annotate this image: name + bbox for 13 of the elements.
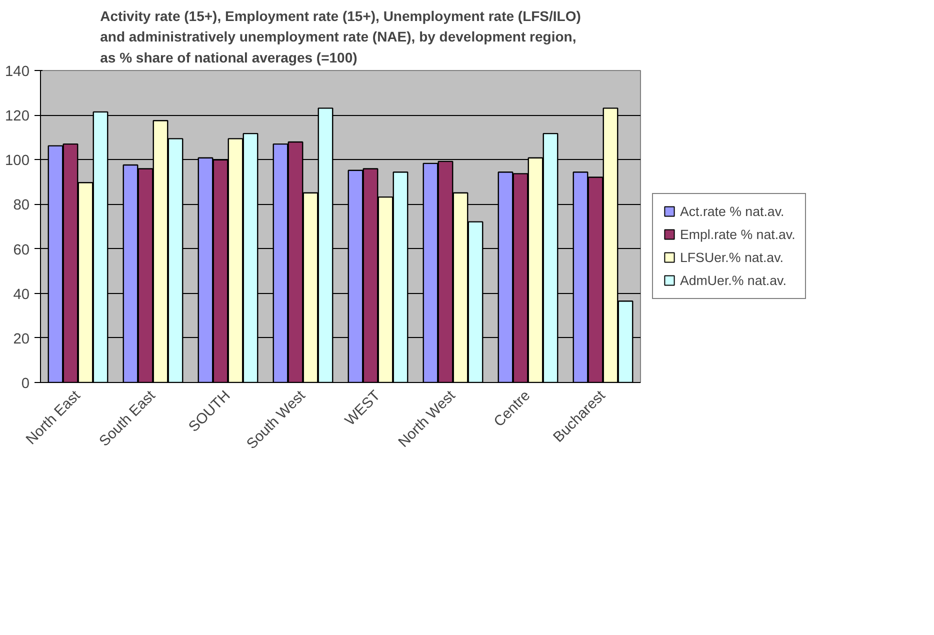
y-tick-label: 60 — [13, 242, 30, 258]
legend-label: LFSUer.% nat.av. — [680, 250, 784, 264]
y-tick-label: 20 — [13, 331, 30, 348]
y-tick-label: 140 — [5, 64, 30, 80]
chart-title: Activity rate (15+), Employment rate (15+), Unemployment rate (LFS/ILO) and administratively unemployment rate (NAE), by development region, as % share of national averages (=100) — [100, 8, 581, 66]
y-tick-label: 120 — [5, 108, 30, 125]
y-tick-label: 100 — [5, 153, 30, 170]
legend-label: Empl.rate % nat.av. — [680, 226, 796, 242]
y-tick-label: 0 — [21, 376, 30, 392]
legend-label: Act.rate % nat.av. — [680, 204, 784, 218]
legend-label: AdmUer.% nat.av. — [680, 272, 786, 288]
y-tick-label: 80 — [13, 198, 30, 214]
y-tick-label: 40 — [13, 286, 30, 303]
